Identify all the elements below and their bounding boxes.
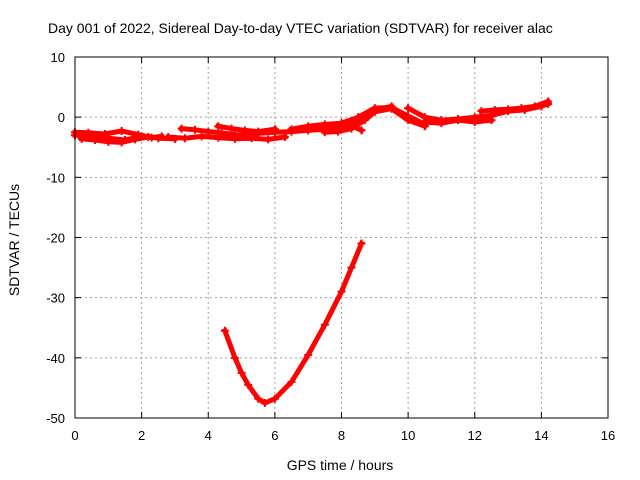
data-point: [337, 119, 346, 128]
data-point: [504, 105, 513, 114]
data-point: [287, 125, 296, 134]
data-point: [264, 135, 273, 144]
axis-ticks: 0 2 4 6 8 10 12 14 16 10 0 -10 -20 -30 -40 -50: [46, 50, 615, 443]
data-point: [347, 124, 356, 133]
data-point: [370, 104, 379, 113]
data-point: [237, 368, 246, 377]
data-point: [357, 126, 366, 135]
x-tick-label: 2: [138, 428, 145, 443]
data-point: [347, 263, 356, 272]
data-point: [470, 117, 479, 126]
data-point: [180, 134, 189, 143]
data-point: [530, 102, 539, 111]
x-tick-label: 14: [534, 428, 548, 443]
data-point: [304, 122, 313, 131]
data-point: [320, 320, 329, 329]
data-point: [517, 104, 526, 113]
data-point: [487, 116, 496, 125]
data-point: [454, 116, 463, 125]
y-tick-label: 10: [51, 50, 65, 65]
data-point: [190, 125, 199, 134]
data-point: [437, 119, 446, 128]
data-point: [270, 394, 279, 403]
data-series: [71, 97, 553, 407]
data-point: [144, 133, 153, 142]
data-point: [130, 135, 139, 144]
data-point: [197, 132, 206, 141]
y-axis-label: SDTVAR / TECUs: [6, 184, 22, 296]
data-point: [254, 129, 263, 138]
data-point: [84, 128, 93, 137]
data-point: [260, 398, 269, 407]
data-point: [387, 103, 396, 112]
data-point: [100, 130, 109, 139]
data-point: [320, 120, 329, 129]
chart-title: Day 001 of 2022, Sidereal Day-to-day VTE…: [48, 20, 553, 36]
data-point: [104, 137, 113, 146]
x-tick-label: 12: [468, 428, 482, 443]
x-tick-label: 10: [401, 428, 415, 443]
data-point: [254, 394, 263, 403]
data-point: [304, 350, 313, 359]
y-tick-label: -40: [46, 351, 65, 366]
x-tick-label: 8: [338, 428, 345, 443]
data-point: [177, 124, 186, 133]
data-point: [164, 133, 173, 142]
data-point: [270, 128, 279, 137]
data-point: [77, 134, 86, 143]
data-point: [404, 111, 413, 120]
data-point: [90, 136, 99, 145]
data-point: [477, 107, 486, 116]
x-tick-label: 16: [601, 428, 615, 443]
data-point: [117, 138, 126, 147]
y-tick-label: -10: [46, 170, 65, 185]
data-point: [204, 127, 213, 136]
data-point: [357, 239, 366, 248]
y-tick-label: 0: [58, 110, 65, 125]
data-point: [217, 128, 226, 137]
data-point: [354, 113, 363, 122]
data-point: [214, 122, 223, 131]
data-point: [280, 133, 289, 142]
data-point: [244, 380, 253, 389]
x-tick-label: 4: [205, 428, 212, 443]
y-tick-label: -20: [46, 231, 65, 246]
data-point: [227, 124, 236, 133]
data-point: [230, 353, 239, 362]
data-point: [490, 105, 499, 114]
data-point: [420, 117, 429, 126]
x-tick-label: 6: [271, 428, 278, 443]
series-trace-10: [338, 105, 429, 128]
x-tick-label: 0: [71, 428, 78, 443]
data-point: [220, 326, 229, 335]
data-point: [320, 128, 329, 137]
y-tick-label: -50: [46, 411, 65, 426]
data-point: [287, 377, 296, 386]
y-tick-label: -30: [46, 291, 65, 306]
data-point: [360, 116, 369, 125]
x-axis-label: GPS time / hours: [287, 457, 394, 473]
data-point: [404, 104, 413, 113]
data-point: [117, 127, 126, 136]
data-point: [337, 287, 346, 296]
data-point: [334, 127, 343, 136]
data-point: [237, 131, 246, 140]
data-point: [544, 97, 553, 106]
